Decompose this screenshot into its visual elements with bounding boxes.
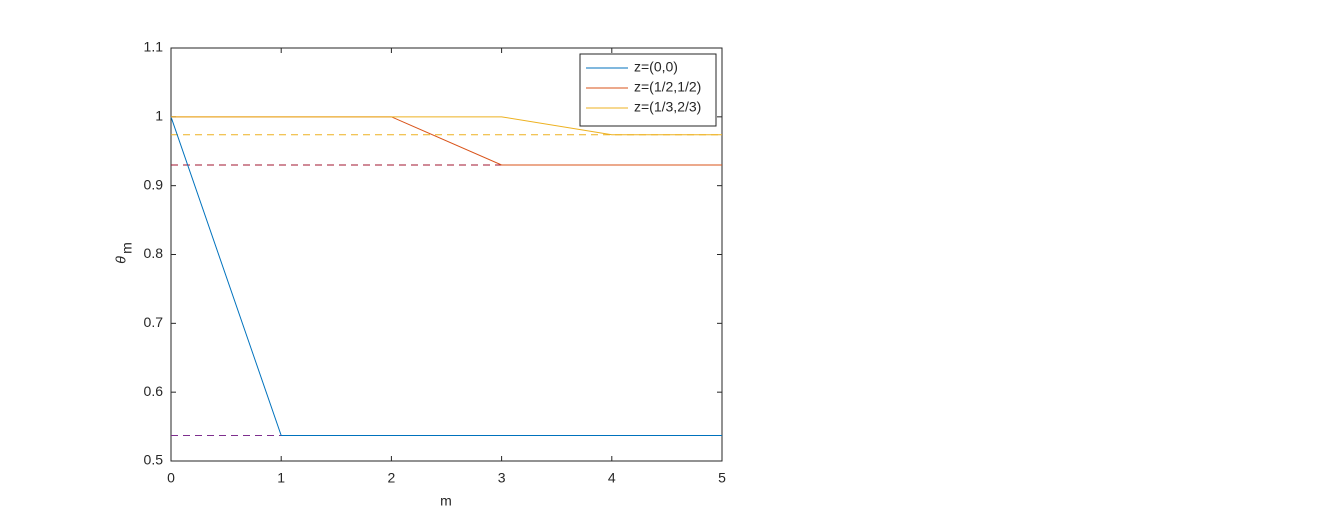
legend-label: z=(1/3,2/3)	[634, 99, 701, 115]
legend-label: z=(0,0)	[634, 59, 678, 75]
y-axis-label-symbol: θ	[113, 256, 129, 264]
x-tick-label: 5	[718, 470, 726, 486]
legend: z=(0,0) z=(1/2,1/2) z=(1/3,2/3)	[579, 53, 717, 127]
y-tick-label: 0.5	[144, 452, 164, 468]
line	[170, 116, 722, 437]
x-axis-label: m	[440, 493, 452, 509]
y-tick-label: 1	[155, 108, 163, 124]
y-tick-label: 1.1	[144, 39, 164, 55]
x-tick-label: 2	[388, 470, 396, 486]
y-axis-label: θ m	[113, 242, 135, 264]
x-tick-label: 3	[498, 470, 506, 486]
x-tick-label: 1	[277, 470, 285, 486]
x-tick-label: 0	[167, 470, 175, 486]
line	[171, 116, 722, 136]
legend-box	[579, 53, 717, 127]
legend-label: z=(1/2,1/2)	[634, 79, 701, 95]
y-tick-label: 0.6	[144, 383, 164, 399]
x-tick-label: 4	[608, 470, 616, 486]
y-axis-label-subscript: m	[119, 242, 135, 254]
y-tick-label: 0.9	[144, 176, 164, 192]
y-tick-label: 0.7	[144, 314, 164, 330]
y-tick-label: 0.8	[144, 245, 164, 261]
